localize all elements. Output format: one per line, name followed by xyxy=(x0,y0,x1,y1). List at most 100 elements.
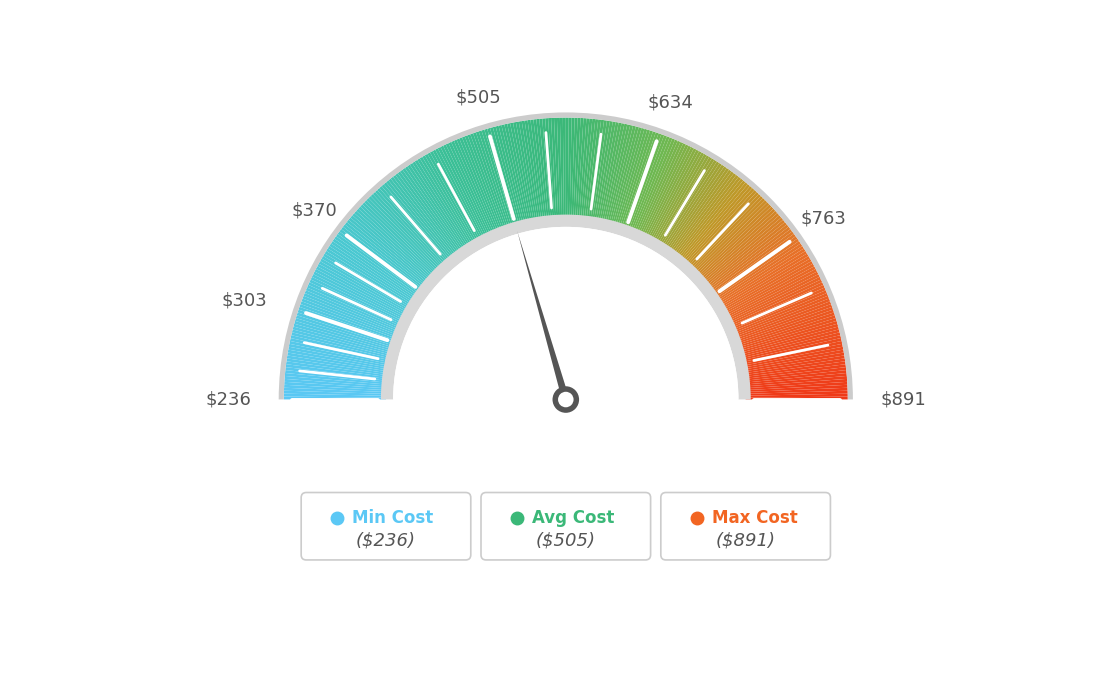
Wedge shape xyxy=(410,163,468,250)
Wedge shape xyxy=(605,124,630,224)
Wedge shape xyxy=(647,148,697,240)
Wedge shape xyxy=(745,379,847,388)
Wedge shape xyxy=(539,119,551,221)
Wedge shape xyxy=(652,152,704,243)
Wedge shape xyxy=(343,224,425,289)
Wedge shape xyxy=(745,376,847,386)
Text: ($891): ($891) xyxy=(715,531,776,549)
Wedge shape xyxy=(286,362,388,377)
Wedge shape xyxy=(467,135,505,231)
Wedge shape xyxy=(675,175,739,257)
Text: $763: $763 xyxy=(800,209,846,227)
Wedge shape xyxy=(737,315,836,348)
Wedge shape xyxy=(631,137,672,233)
Wedge shape xyxy=(702,215,782,284)
Wedge shape xyxy=(736,313,835,346)
Text: ($505): ($505) xyxy=(535,531,596,549)
Wedge shape xyxy=(688,192,758,268)
Wedge shape xyxy=(542,118,553,220)
Wedge shape xyxy=(565,117,569,219)
Wedge shape xyxy=(417,158,473,247)
Wedge shape xyxy=(637,141,680,235)
Wedge shape xyxy=(325,251,413,306)
Wedge shape xyxy=(745,388,848,394)
Wedge shape xyxy=(585,119,598,221)
Wedge shape xyxy=(461,136,501,233)
Wedge shape xyxy=(745,393,848,397)
Wedge shape xyxy=(389,179,454,260)
Text: Max Cost: Max Cost xyxy=(712,509,798,527)
Wedge shape xyxy=(684,188,754,266)
Wedge shape xyxy=(380,186,448,265)
Wedge shape xyxy=(704,220,785,286)
Wedge shape xyxy=(644,146,691,239)
Wedge shape xyxy=(284,397,386,400)
Wedge shape xyxy=(476,131,510,229)
Wedge shape xyxy=(358,206,435,278)
Wedge shape xyxy=(698,208,775,279)
Wedge shape xyxy=(578,118,590,220)
Wedge shape xyxy=(592,121,609,222)
Wedge shape xyxy=(298,310,395,344)
Wedge shape xyxy=(537,119,549,221)
Wedge shape xyxy=(740,329,840,357)
Wedge shape xyxy=(393,175,457,257)
Wedge shape xyxy=(331,241,417,300)
Polygon shape xyxy=(264,400,868,430)
Wedge shape xyxy=(285,370,388,383)
Wedge shape xyxy=(293,326,392,355)
Wedge shape xyxy=(741,333,840,359)
Wedge shape xyxy=(654,154,707,244)
Wedge shape xyxy=(530,119,545,221)
Wedge shape xyxy=(357,208,434,279)
Wedge shape xyxy=(284,382,386,390)
Wedge shape xyxy=(732,290,827,332)
Wedge shape xyxy=(286,358,388,375)
Wedge shape xyxy=(296,315,394,348)
Wedge shape xyxy=(288,350,389,370)
Wedge shape xyxy=(341,227,424,290)
Wedge shape xyxy=(659,158,714,247)
Wedge shape xyxy=(440,146,488,239)
FancyBboxPatch shape xyxy=(481,493,650,560)
Wedge shape xyxy=(730,285,825,328)
Wedge shape xyxy=(285,379,386,388)
Text: $303: $303 xyxy=(222,291,267,309)
Wedge shape xyxy=(714,241,800,300)
Wedge shape xyxy=(603,124,627,224)
Wedge shape xyxy=(287,353,389,371)
Wedge shape xyxy=(378,188,447,266)
Wedge shape xyxy=(287,355,389,373)
Wedge shape xyxy=(375,190,446,267)
Wedge shape xyxy=(415,160,471,248)
Wedge shape xyxy=(608,126,636,226)
Wedge shape xyxy=(306,288,401,330)
Wedge shape xyxy=(726,274,819,322)
Wedge shape xyxy=(697,206,774,278)
Wedge shape xyxy=(713,239,799,299)
Wedge shape xyxy=(686,190,756,267)
Wedge shape xyxy=(278,112,853,400)
Wedge shape xyxy=(696,204,772,277)
Wedge shape xyxy=(670,170,732,254)
Wedge shape xyxy=(729,279,822,325)
Wedge shape xyxy=(611,126,639,226)
Text: $505: $505 xyxy=(456,88,501,106)
Wedge shape xyxy=(459,137,500,233)
Wedge shape xyxy=(572,118,577,220)
Wedge shape xyxy=(656,155,710,245)
Wedge shape xyxy=(646,147,693,239)
Wedge shape xyxy=(329,244,416,302)
Wedge shape xyxy=(338,231,422,294)
Circle shape xyxy=(558,392,574,407)
Wedge shape xyxy=(290,335,391,360)
Wedge shape xyxy=(625,133,661,230)
Wedge shape xyxy=(586,119,602,221)
Wedge shape xyxy=(736,310,834,344)
Wedge shape xyxy=(470,133,507,230)
Wedge shape xyxy=(309,279,403,325)
Wedge shape xyxy=(381,215,751,400)
Wedge shape xyxy=(594,121,613,222)
Wedge shape xyxy=(636,139,678,235)
Wedge shape xyxy=(465,135,503,232)
